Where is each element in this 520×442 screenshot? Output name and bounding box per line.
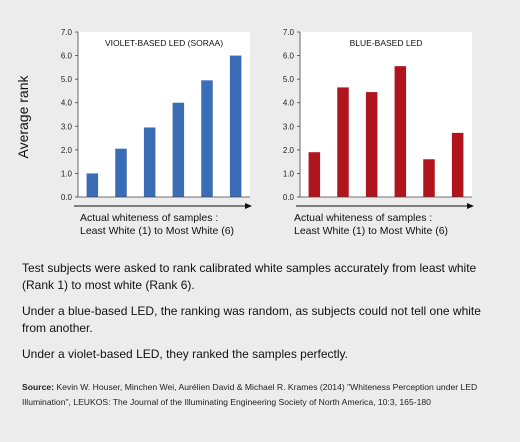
violet-ytick-label: 0.0 [61, 193, 73, 202]
violet-title: VIOLET-BASED LED (SORAA) [105, 38, 223, 48]
violet-plot-area [78, 32, 250, 197]
violet-arrow-head [245, 203, 252, 209]
violet-x-label-line1: Actual whiteness of samples : [80, 212, 219, 224]
source-citation: Source: Kevin W. Houser, Minchen Wei, Au… [22, 380, 502, 410]
violet-ytick-label: 4.0 [61, 99, 73, 108]
blue-bar-2 [337, 87, 349, 197]
violet-ytick-label: 5.0 [61, 75, 73, 84]
violet-ytick-label: 2.0 [61, 146, 73, 155]
violet-ytick-label: 7.0 [61, 28, 73, 37]
blue-bar-4 [394, 66, 407, 197]
source-text: Kevin W. Houser, Minchen Wei, Aurélien D… [22, 382, 478, 407]
violet-ytick-label: 3.0 [61, 122, 73, 131]
blue-plot-area [300, 32, 472, 197]
description: Test subjects were asked to rank calibra… [22, 260, 500, 372]
violet-bar-1 [86, 173, 99, 197]
violet-led-chart: 0.0 1.0 2.0 3.0 4.0 5.0 6.0 7.0 VIOLET-BASED LED… [61, 28, 252, 209]
violet-chart-x-label: Actual whiteness of samples : Least Whit… [80, 212, 234, 238]
blue-title: BLUE-BASED LED [350, 38, 423, 48]
blue-x-label-line1: Actual whiteness of samples : [294, 212, 433, 224]
blue-ytick-label: 3.0 [283, 122, 295, 131]
source-label: Source: [22, 382, 54, 392]
blue-ytick-label: 6.0 [283, 52, 295, 61]
blue-ytick-label: 2.0 [283, 146, 295, 155]
blue-ytick-label: 5.0 [283, 75, 295, 84]
blue-x-label-line2: Least White (1) to Most White (6) [294, 225, 449, 237]
violet-ytick-label: 6.0 [61, 52, 73, 61]
violet-bar-6 [229, 55, 242, 198]
blue-bar-1 [308, 152, 321, 197]
violet-bar-2 [115, 148, 127, 197]
y-axis-title: Average rank [8, 72, 38, 162]
blue-ytick-label: 4.0 [283, 99, 295, 108]
blue-bar-3 [365, 92, 378, 197]
violet-bar-5 [201, 80, 213, 197]
blue-chart-x-label: Actual whiteness of samples : Least Whit… [294, 212, 448, 238]
blue-ytick-label: 7.0 [283, 28, 295, 37]
y-axis-title-text: Average rank [15, 75, 31, 159]
blue-ytick-label: 0.0 [283, 193, 295, 202]
violet-bar-4 [172, 102, 185, 197]
blue-bar-6 [451, 132, 464, 197]
blue-ytick-label: 1.0 [283, 169, 295, 178]
description-paragraph-3: Under a violet-based LED, they ranked th… [22, 347, 348, 361]
violet-x-label-line2: Least White (1) to Most White (6) [80, 225, 235, 237]
blue-arrow-head [467, 203, 474, 209]
description-paragraph-1: Test subjects were asked to rank calibra… [22, 261, 477, 292]
description-paragraph-2: Under a blue-based LED, the ranking was … [22, 304, 481, 335]
violet-bar-3 [143, 127, 156, 197]
blue-bar-5 [423, 159, 435, 197]
blue-led-chart: 0.0 1.0 2.0 3.0 4.0 5.0 6.0 7.0 BLUE-BASED LED [283, 28, 474, 209]
violet-ytick-label: 1.0 [61, 169, 73, 178]
